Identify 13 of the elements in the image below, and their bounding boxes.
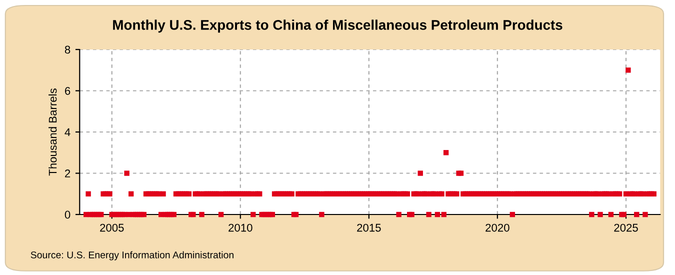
x-tick-label: 2010 <box>228 224 252 232</box>
x-tick-label: 2020 <box>486 224 510 232</box>
y-tick-label: 0 <box>64 210 70 219</box>
x-tick-label: 2015 <box>357 224 381 232</box>
y-tick-label: 6 <box>65 87 70 95</box>
source-note: Source: U.S. Energy Information Administration <box>30 251 234 260</box>
x-tick-label: 2005 <box>100 224 124 232</box>
chart-title: Monthly U.S. Exports to China of Miscellaneous Petroleum Products <box>113 20 562 33</box>
y-tick-label: 4 <box>64 128 70 136</box>
y-tick-label: 8 <box>64 46 70 54</box>
y-axis-title: Thousand Barrels <box>48 88 57 176</box>
y-tick-label: 2 <box>65 170 70 178</box>
x-tick-label: 2025 <box>614 224 638 232</box>
